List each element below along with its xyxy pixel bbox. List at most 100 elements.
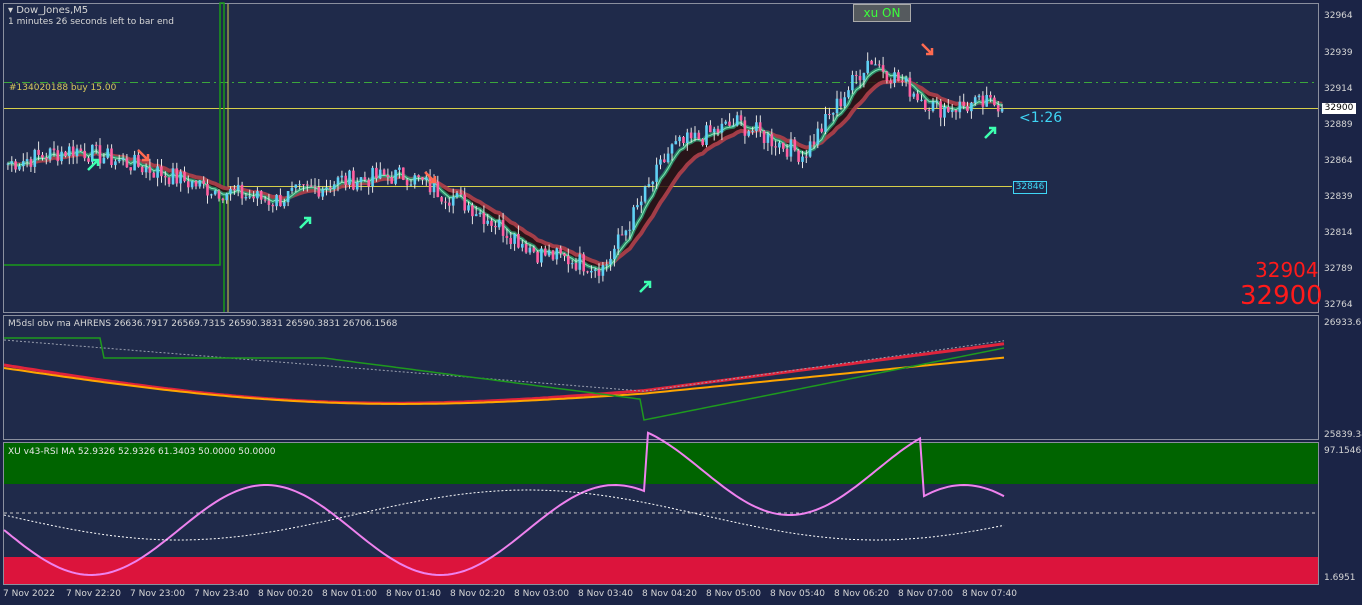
candle-body: [402, 167, 405, 180]
ask-price-display: 32900: [1240, 281, 1323, 311]
candle-body: [340, 175, 344, 178]
candle-body: [524, 243, 528, 253]
candle-body: [302, 184, 305, 186]
candle-body: [175, 168, 179, 184]
obv-pane[interactable]: [3, 315, 1319, 440]
candle-body: [52, 148, 56, 151]
symbol-title: ▾ Dow_Jones,M5: [8, 5, 89, 16]
candle-body: [651, 181, 655, 185]
candle-body: [87, 158, 90, 162]
candle-body: [831, 113, 835, 115]
candle-body: [555, 248, 559, 260]
candle-body: [954, 110, 958, 113]
candle-body: [183, 171, 186, 182]
candle-body: [801, 156, 804, 162]
candle-body: [793, 139, 797, 151]
candle-body: [643, 186, 647, 202]
candle-body: [851, 75, 854, 91]
candle-body: [375, 167, 378, 179]
candle-body: [666, 153, 670, 163]
candle-body: [559, 248, 562, 254]
candle-body: [325, 187, 328, 190]
candle-body: [908, 77, 912, 97]
candle-body: [655, 164, 658, 182]
price-axis-label: 32839: [1324, 192, 1353, 202]
candle-body: [321, 189, 324, 197]
candle-body: [670, 144, 674, 154]
candle-body: [164, 176, 167, 178]
candle-body: [766, 134, 770, 143]
candle-body: [739, 115, 743, 121]
candle-body: [486, 220, 489, 224]
rsi-main-line: [3, 431, 1005, 577]
candle-body: [363, 177, 367, 180]
candle-body: [294, 184, 298, 188]
bid-price-display: 32904: [1255, 258, 1319, 282]
obv-axis-top: 26933.67: [1324, 318, 1362, 328]
candle-body: [494, 225, 497, 228]
candle-body: [824, 114, 827, 132]
candle-body: [398, 167, 401, 170]
candle-body: [386, 175, 390, 178]
candle-body: [839, 98, 843, 107]
candle-body: [947, 107, 950, 112]
candle-body: [659, 159, 662, 165]
candle-body: [436, 181, 440, 198]
candle-body: [985, 95, 988, 107]
hline-price-tag[interactable]: 32846: [1013, 181, 1047, 194]
obv-header: M5dsl obv ma AHRENS 26636.7917 26569.731…: [8, 319, 398, 329]
candle-body: [106, 148, 109, 158]
candle-body: [870, 60, 873, 65]
candle-body: [359, 177, 363, 182]
candle-body: [417, 175, 420, 178]
candle-body: [528, 247, 532, 253]
candle-body: [966, 106, 969, 112]
candle-body: [451, 197, 455, 206]
candle-body: [567, 255, 570, 265]
candle-body: [75, 148, 79, 157]
candle-body: [233, 189, 236, 191]
candle-body: [747, 131, 750, 136]
candle-body: [916, 93, 919, 101]
buy-arrow-icon: [299, 216, 312, 229]
candle-body: [613, 248, 616, 259]
candle-body: [240, 184, 244, 199]
candle-body: [371, 167, 374, 187]
sell-arrow-icon: [424, 171, 437, 184]
candle-body: [547, 250, 551, 256]
order-line-label[interactable]: #134020188 buy 15.00: [9, 83, 117, 93]
candle-body: [693, 132, 697, 139]
candle-body: [697, 132, 701, 140]
time-axis-label: 8 Nov 07:40: [962, 589, 1017, 599]
candle-body: [605, 264, 608, 266]
candle-body: [544, 248, 547, 256]
candle-body: [712, 128, 716, 133]
candle-body: [686, 132, 689, 143]
time-axis-label: 7 Nov 23:40: [194, 589, 249, 599]
candle-body: [110, 148, 113, 165]
candle-body: [820, 128, 823, 132]
candle-body: [167, 177, 171, 185]
candle-body: [37, 149, 40, 155]
candle-body: [71, 146, 75, 157]
candle-body: [901, 80, 904, 82]
candle-body: [206, 183, 209, 196]
candle-body: [877, 64, 881, 66]
candle-body: [943, 107, 946, 118]
candle-body: [920, 99, 923, 101]
rsi-axis-bottom: 1.6951: [1324, 573, 1356, 583]
candle-body: [83, 150, 86, 159]
candle-body: [513, 234, 516, 244]
candle-body: [236, 184, 240, 191]
candle-body: [275, 194, 278, 207]
time-axis-label: 8 Nov 02:20: [450, 589, 505, 599]
obv-red-line: [3, 342, 1005, 405]
candle-body: [202, 180, 205, 184]
candle-body: [336, 177, 340, 185]
xu-status-button[interactable]: xu ON: [853, 4, 911, 22]
candle-body: [578, 254, 582, 270]
candle-body: [924, 99, 927, 110]
candle-body: [33, 149, 37, 167]
